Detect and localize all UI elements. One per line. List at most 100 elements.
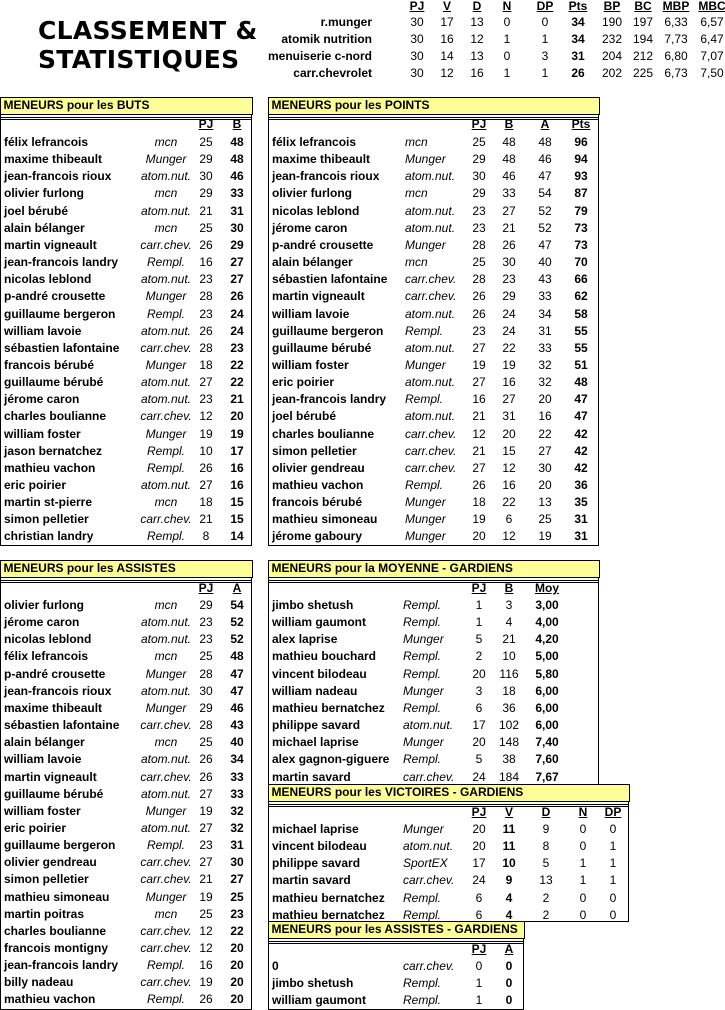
stat-cell: 20	[230, 958, 244, 973]
player-name: charles boulianne	[4, 923, 107, 938]
stat-cell: 25	[230, 889, 244, 904]
stat-cell: 15	[502, 443, 516, 458]
stat-cell: 23	[199, 838, 213, 853]
player-name: olivier gendreau	[272, 460, 365, 475]
stat-cell: 32	[230, 803, 244, 818]
stat-cell: 10	[502, 856, 516, 871]
stat-cell: 19	[502, 357, 516, 372]
stat-cell: 28	[199, 666, 213, 681]
team-abbrev: Munger	[405, 237, 446, 252]
standings-cell: 7,50	[700, 66, 724, 80]
divider	[1, 580, 251, 583]
team-abbrev: atom.nut.	[140, 323, 192, 338]
stat-cell: 25	[538, 512, 552, 527]
player-name: joel bérubé	[272, 409, 337, 424]
team-abbrev: atom.nut.	[140, 203, 192, 218]
team-abbrev: Rempl.	[146, 958, 185, 973]
stat-cell: 24	[230, 306, 244, 321]
stat-cell: 73	[574, 237, 588, 252]
stat-cell: 23	[199, 632, 213, 647]
divider	[269, 804, 628, 807]
stat-cell: 4	[505, 907, 513, 922]
team-abbrev: Munger	[403, 683, 444, 698]
stat-cell: 26	[199, 460, 213, 475]
team-abbrev: carr.chev.	[403, 873, 455, 888]
stat-cell: 13	[539, 873, 553, 888]
player-name: guillaume bérubé	[272, 340, 372, 355]
stat-cell: 21	[230, 392, 244, 407]
stat-cell: 30	[538, 460, 552, 475]
panel-title: MENEURS pour les VICTOIRES - GARDIENS	[267, 784, 630, 802]
player-name: vincent bilodeau	[272, 839, 367, 854]
standings-cell: 194	[632, 32, 654, 46]
stat-cell: 31	[538, 323, 552, 338]
stat-cell: 0	[475, 959, 483, 973]
stat-cell: 31	[230, 838, 244, 853]
team-abbrev: atom.nut.	[140, 820, 192, 835]
stat-cell: 36	[502, 700, 516, 715]
stat-cell: 62	[574, 289, 588, 304]
standings-cell: 6,80	[664, 49, 688, 63]
stat-cell: 27	[538, 443, 552, 458]
team-abbrev: Rempl.	[403, 752, 442, 767]
player-name: jason bernatchez	[4, 443, 103, 458]
team-abbrev: Rempl.	[146, 255, 185, 270]
stat-cell: 31	[574, 529, 588, 544]
team-abbrev: mcn	[405, 186, 428, 201]
stat-cell: 31	[502, 409, 516, 424]
team-abbrev: Munger	[145, 289, 187, 304]
player-name: jean-francois landry	[272, 392, 387, 407]
stat-cell: 52	[230, 632, 244, 647]
stat-cell: 26	[230, 289, 244, 304]
stat-cell: 30	[230, 220, 244, 235]
team-abbrev: carr.chev.	[403, 769, 455, 784]
standings-cell: 1	[541, 66, 549, 80]
stat-cell: 32	[538, 357, 552, 372]
player-name: alain bélanger	[272, 255, 353, 270]
stat-cell: 12	[502, 460, 516, 475]
team-abbrev: mcn	[154, 598, 178, 612]
stat-cell: 33	[538, 340, 552, 355]
stat-cell: 19	[538, 529, 552, 544]
standings-cell: 26	[571, 66, 585, 80]
team-abbrev: mcn	[154, 220, 178, 235]
stat-cell: 11	[502, 822, 516, 836]
stat-cell: 2	[542, 907, 550, 922]
stat-cell: 48	[230, 135, 244, 149]
team-abbrev: atom.nut.	[405, 203, 456, 218]
stat-cell: 6	[475, 700, 483, 715]
player-name: william foster	[272, 357, 349, 372]
stat-cell: 16	[502, 375, 516, 390]
standings-cell: 30	[410, 15, 424, 29]
panel-points: MENEURS pour les POINTS PJ B A Pts félix lefr…	[267, 97, 600, 546]
player-name: maxime thibeault	[4, 700, 103, 715]
column-header-pj: PJ	[409, 0, 425, 13]
stat-cell: 184	[498, 769, 520, 784]
stat-cell: 94	[574, 152, 588, 167]
stat-cell: 79	[574, 203, 588, 218]
player-name: jean-francois landry	[4, 255, 119, 270]
player-name: michael laprise	[272, 735, 359, 750]
panel-moyenne: MENEURS pour la MOYENNE - GARDIENS PJ B Moy…	[267, 560, 600, 785]
standings-cell: 1	[503, 66, 511, 80]
team-abbrev: atom.nut.	[405, 340, 456, 355]
team-abbrev: mcn	[154, 186, 178, 201]
stat-cell: 25	[199, 649, 213, 664]
player-name: mathieu bernatchez	[272, 907, 385, 922]
stat-cell: 21	[502, 220, 516, 235]
stat-cell: 24	[472, 873, 486, 888]
stat-cell: 12	[502, 529, 516, 544]
stat-cell: 9	[505, 873, 513, 888]
team-abbrev: Munger	[405, 152, 446, 167]
stat-cell: 6	[505, 512, 513, 527]
player-name: mathieu bernatchez	[272, 700, 385, 715]
player-name: mathieu vachon	[4, 460, 96, 475]
stat-cell: 20	[472, 529, 486, 544]
team-abbrev: carr.chev.	[140, 512, 192, 527]
stat-cell: 31	[230, 203, 244, 218]
stat-cell: 33	[230, 786, 244, 801]
standings-cell: 204	[601, 49, 623, 63]
player-name: martin poitras	[4, 906, 85, 921]
team-abbrev: Rempl.	[403, 598, 442, 612]
team-abbrev: Rempl.	[403, 615, 442, 630]
